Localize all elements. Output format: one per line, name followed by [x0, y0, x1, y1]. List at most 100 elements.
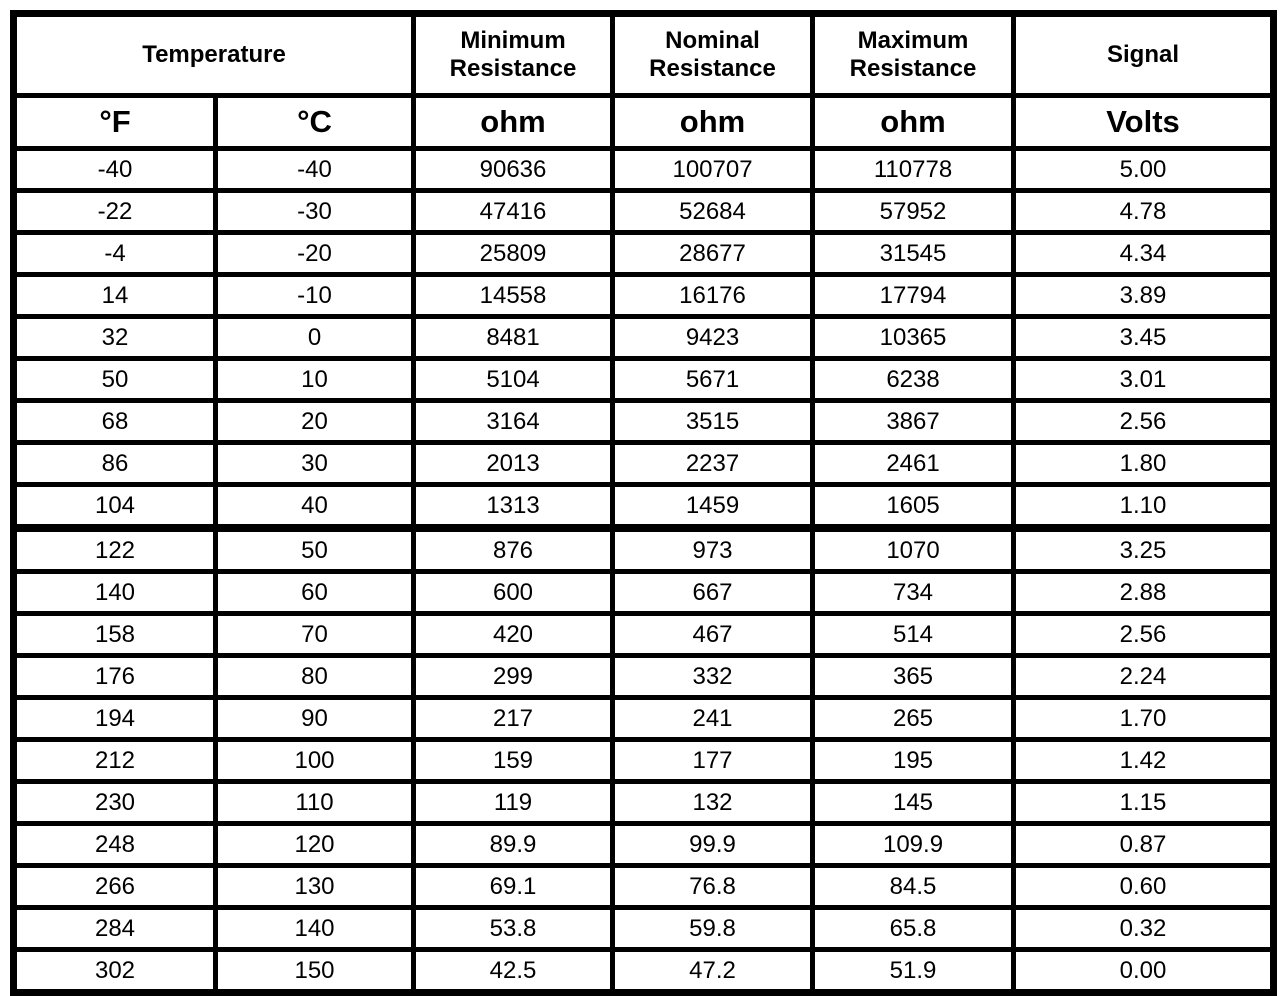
table-cell: 0.87	[1011, 821, 1277, 868]
table-cell: 65.8	[810, 905, 1017, 952]
table-cell: 119	[411, 779, 616, 826]
table-cell: -4	[11, 230, 218, 277]
temperature-resistance-table: Temperature Minimum Resistance Nominal R…	[10, 10, 1278, 996]
table-row: 104 40 1313 1459 1605 1.10	[11, 482, 1277, 532]
unit-nominal-ohm: ohm	[610, 93, 816, 151]
table-cell: -10	[212, 272, 417, 319]
table-cell: -40	[212, 146, 417, 193]
table-row: 68 20 3164 3515 3867 2.56	[11, 398, 1277, 445]
table-row: 302 150 42.5 47.2 51.9 0.00	[11, 947, 1277, 995]
table-cell: 100	[212, 737, 417, 784]
table-cell: 9423	[610, 314, 816, 361]
table-cell: 2461	[810, 440, 1017, 487]
table-cell: 110	[212, 779, 417, 826]
table-cell: 365	[810, 653, 1017, 700]
table-cell: 2013	[411, 440, 616, 487]
unit-max-ohm: ohm	[810, 93, 1017, 151]
table-cell: 32	[11, 314, 218, 361]
table-cell: 90	[212, 695, 417, 742]
table-cell: 3515	[610, 398, 816, 445]
table-cell: 2.24	[1011, 653, 1277, 700]
table-cell: 69.1	[411, 863, 616, 910]
table-cell: 3.45	[1011, 314, 1277, 361]
table-cell: 1459	[610, 482, 816, 532]
table-cell: 109.9	[810, 821, 1017, 868]
table-cell: 122	[11, 525, 218, 574]
table-row: 140 60 600 667 734 2.88	[11, 569, 1277, 616]
table-cell: 42.5	[411, 947, 616, 995]
table-cell: 3.01	[1011, 356, 1277, 403]
table-cell: 145	[810, 779, 1017, 826]
table-cell: 159	[411, 737, 616, 784]
table-cell: 8481	[411, 314, 616, 361]
table-cell: 467	[610, 611, 816, 658]
header-signal: Signal	[1011, 11, 1277, 98]
table-row: -22 -30 47416 52684 57952 4.78	[11, 188, 1277, 235]
table-cell: 132	[610, 779, 816, 826]
table-cell: 420	[411, 611, 616, 658]
table-cell: 86	[11, 440, 218, 487]
header-temperature: Temperature	[10, 11, 417, 98]
table-cell: 50	[11, 356, 218, 403]
table-cell: 734	[810, 569, 1017, 616]
table-cell: 5671	[610, 356, 816, 403]
table-cell: 4.34	[1011, 230, 1277, 277]
table-cell: 1313	[411, 482, 616, 532]
table-cell: 28677	[610, 230, 816, 277]
table-cell: 194	[11, 695, 218, 742]
table-cell: 30	[212, 440, 417, 487]
table-cell: 2.88	[1011, 569, 1277, 616]
table-cell: 0	[212, 314, 417, 361]
table-cell: 1070	[810, 525, 1017, 574]
table-cell: 5104	[411, 356, 616, 403]
table-cell: 120	[212, 821, 417, 868]
table-cell: 68	[11, 398, 218, 445]
table-cell: 47416	[411, 188, 616, 235]
table-cell: 212	[11, 737, 218, 784]
table-cell: 3.89	[1011, 272, 1277, 319]
table-cell: 973	[610, 525, 816, 574]
header-nominal-resistance: Nominal Resistance	[610, 11, 816, 98]
table-cell: 140	[11, 569, 218, 616]
table-cell: 1.42	[1011, 737, 1277, 784]
table-cell: -22	[11, 188, 218, 235]
table-cell: 1.80	[1011, 440, 1277, 487]
table-row: 158 70 420 467 514 2.56	[11, 611, 1277, 658]
table-cell: 104	[11, 482, 218, 532]
table-cell: 514	[810, 611, 1017, 658]
table-cell: 76.8	[610, 863, 816, 910]
table-cell: 266	[11, 863, 218, 910]
table-cell: 6238	[810, 356, 1017, 403]
table-cell: -20	[212, 230, 417, 277]
table-cell: 667	[610, 569, 816, 616]
table-cell: 876	[411, 525, 616, 574]
table-cell: 150	[212, 947, 417, 995]
table-cell: 0.00	[1011, 947, 1277, 995]
table-cell: 10	[212, 356, 417, 403]
table-cell: 10365	[810, 314, 1017, 361]
table-cell: 3164	[411, 398, 616, 445]
header-maximum-resistance: Maximum Resistance	[810, 11, 1017, 98]
header-units-row: °F °C ohm ohm ohm Volts	[11, 93, 1277, 151]
table-cell: 1605	[810, 482, 1017, 532]
table-row: 50 10 5104 5671 6238 3.01	[11, 356, 1277, 403]
table-cell: 195	[810, 737, 1017, 784]
table-cell: -30	[212, 188, 417, 235]
unit-min-ohm: ohm	[411, 93, 616, 151]
table-header: Temperature Minimum Resistance Nominal R…	[10, 11, 1277, 151]
table-row: -40 -40 90636 100707 110778 5.00	[11, 146, 1277, 193]
table-row: 212 100 159 177 195 1.42	[11, 737, 1277, 784]
table-cell: 158	[11, 611, 218, 658]
table-row: 194 90 217 241 265 1.70	[11, 695, 1277, 742]
table-cell: 0.32	[1011, 905, 1277, 952]
table-cell: 59.8	[610, 905, 816, 952]
table-cell: 1.10	[1011, 482, 1277, 532]
table-cell: 5.00	[1011, 146, 1277, 193]
table-cell: 14	[11, 272, 218, 319]
table-cell: 241	[610, 695, 816, 742]
table-cell: 80	[212, 653, 417, 700]
table-cell: 0.60	[1011, 863, 1277, 910]
table-row: 266 130 69.1 76.8 84.5 0.60	[11, 863, 1277, 910]
table-cell: 70	[212, 611, 417, 658]
